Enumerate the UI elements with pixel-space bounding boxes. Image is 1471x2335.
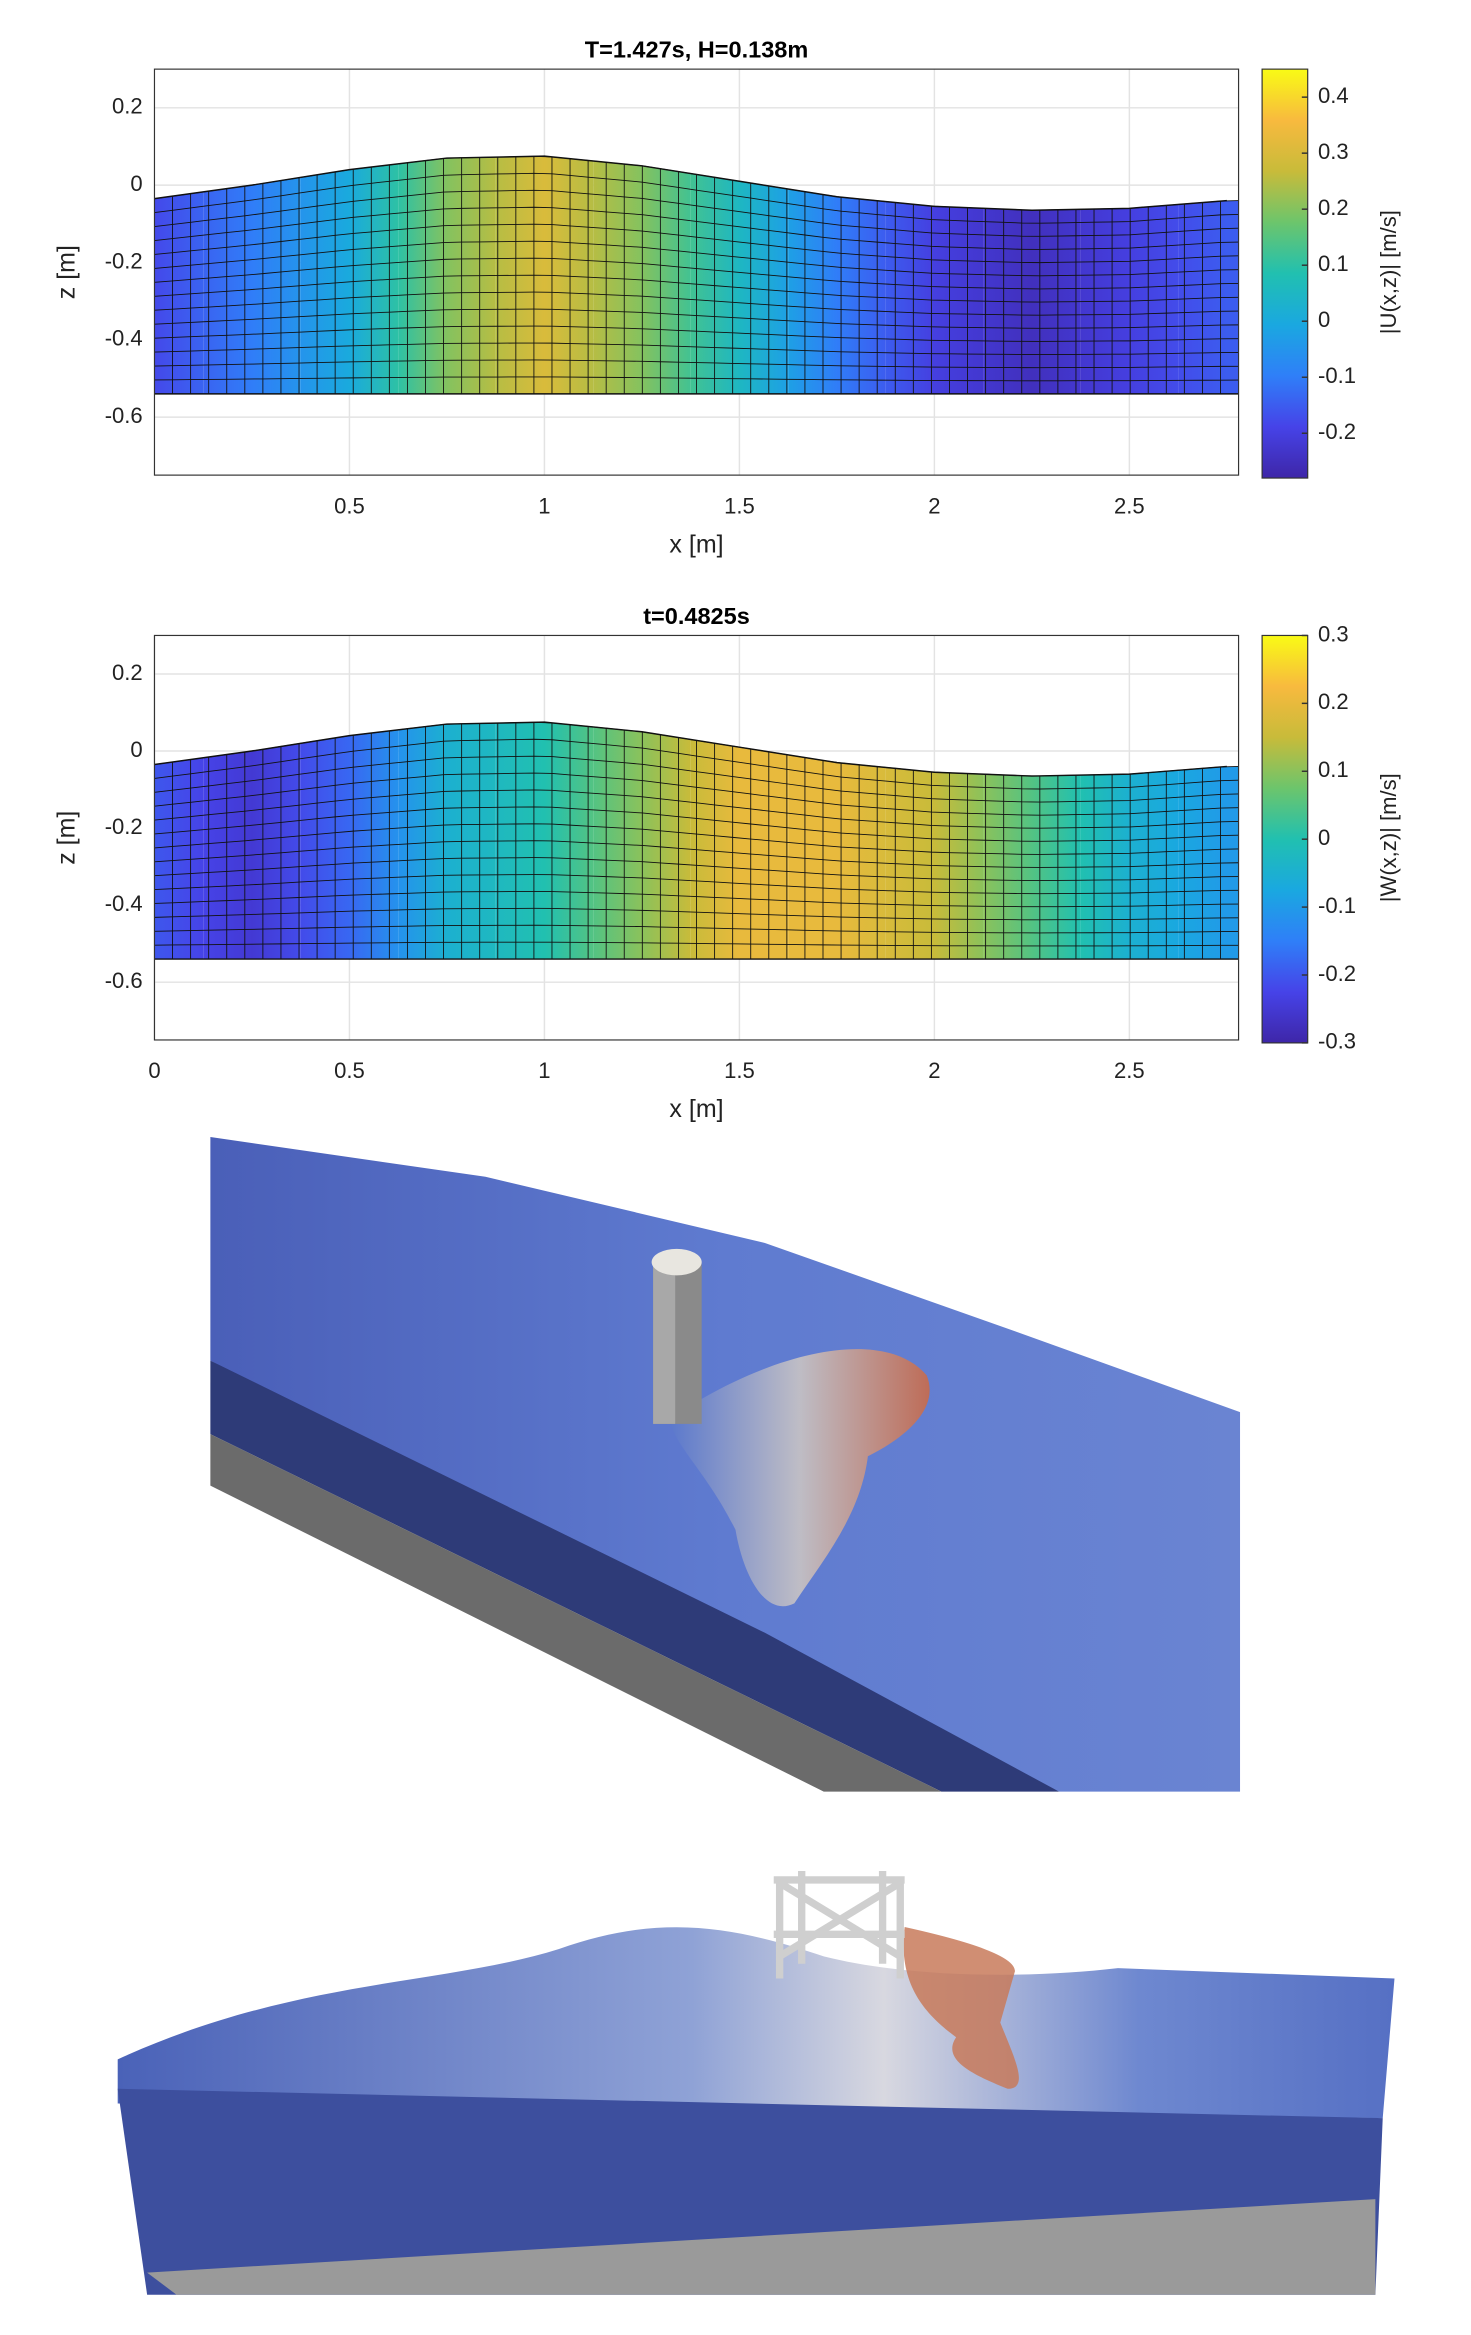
mesh-line (154, 257, 1239, 290)
field-column (398, 157, 496, 394)
colorbar-tick-label: -0.2 (1318, 961, 1356, 986)
colorbar-label: |U(x,z)| [m/s] (1376, 210, 1401, 334)
colorbar-tick-label: -0.3 (1318, 1029, 1356, 1054)
chart-title: T=1.427s, H=0.138m (585, 37, 809, 63)
field-column (788, 188, 886, 394)
colorbar-tick-label: -0.2 (1318, 419, 1356, 444)
mesh-line (154, 907, 1239, 921)
x-tick-label: 1 (538, 493, 550, 518)
mesh-line (154, 924, 1239, 934)
field-column (983, 774, 1081, 960)
mesh-line (154, 240, 1239, 277)
colorbar-tick-label: 0 (1318, 825, 1330, 850)
x-tick-label: 1.5 (724, 1058, 755, 1083)
chart-title: t=0.4825s (643, 603, 750, 629)
field-column (690, 739, 789, 960)
x-tick-label: 1 (538, 1058, 550, 1083)
free-surface (154, 155, 1227, 211)
y-tick-label: -0.2 (105, 248, 143, 273)
mesh-line (154, 738, 1239, 790)
mesh-line (154, 291, 1239, 316)
field-column (1178, 200, 1239, 394)
field-column (885, 767, 984, 960)
y-tick-label: -0.6 (105, 403, 143, 428)
field-column (1178, 766, 1239, 960)
mesh-line (154, 223, 1239, 264)
y-tick-label: -0.4 (105, 891, 143, 916)
mesh-line (154, 772, 1239, 816)
mesh-line (154, 308, 1239, 329)
y-tick-label: -0.2 (105, 814, 143, 839)
x-tick-label: 1.5 (724, 493, 755, 518)
x-tick-label: 2.5 (1114, 493, 1145, 518)
mesh-line (154, 823, 1239, 855)
x-tick-label: 2 (928, 493, 940, 518)
mesh-line (154, 840, 1239, 868)
x-tick-label: 2.5 (1114, 1058, 1145, 1083)
colorbar-tick-label: 0 (1318, 307, 1330, 332)
mesh-line (154, 359, 1239, 369)
field-column (1080, 204, 1179, 394)
field-column (300, 729, 399, 960)
free-surface (154, 721, 1227, 777)
mesh-line (154, 806, 1239, 842)
colorbar-tick-label: 0.2 (1318, 195, 1349, 220)
mesh-line (154, 342, 1239, 355)
mesh-line (154, 890, 1239, 908)
colorbar-tick-label: 0.4 (1318, 83, 1349, 108)
mesh-line (154, 206, 1239, 250)
colorbar-tick-label: 0.2 (1318, 689, 1349, 714)
mesh-line (154, 376, 1239, 382)
x-tick-label: 0.5 (334, 1058, 365, 1083)
y-tick-label: 0 (130, 171, 142, 196)
x-tick-label: 0.5 (334, 493, 365, 518)
mesh-line (154, 325, 1239, 342)
colorbar (1261, 68, 1309, 479)
colorbar (1261, 634, 1309, 1044)
mesh (154, 721, 1239, 960)
field-column (1080, 770, 1179, 960)
axes-box (153, 634, 1240, 1041)
field-column (398, 723, 496, 960)
mesh-line (154, 172, 1239, 224)
y-tick-label: -0.6 (105, 968, 143, 993)
field-column (885, 201, 984, 394)
field-column (690, 173, 789, 394)
render-jacket (117, 1871, 1395, 2295)
y-tick-label: 0 (130, 737, 142, 762)
field-column (983, 208, 1081, 394)
colorbar-tick-label: 0.3 (1318, 621, 1349, 646)
field-column (788, 754, 886, 960)
y-tick-label: 0.2 (112, 660, 143, 685)
colorbar-tick-label: 0.1 (1318, 251, 1349, 276)
colorbar-label: |W(x,z)| [m/s] (1376, 773, 1401, 902)
y-tick-label: -0.4 (105, 326, 143, 351)
y-axis-label: z [m] (52, 811, 80, 865)
chart: 0 0.5 1 1.5 2 2.5 0.2 0 -0.2 -0.4 -0.6 t=0.4825s x [… (52, 603, 1401, 1123)
y-tick-label: 0.2 (112, 94, 143, 119)
mesh-line (154, 789, 1239, 829)
mesh-line (154, 755, 1239, 803)
x-axis-label: x [m] (669, 1095, 723, 1123)
mesh-line (154, 857, 1239, 882)
field-column (203, 177, 301, 394)
x-axis-label: x [m] (669, 530, 723, 558)
colorbar-tick-label: 0.3 (1318, 139, 1349, 164)
render-cylinder (210, 1137, 1241, 1792)
mesh-line (154, 189, 1239, 237)
y-axis-label: z [m] (52, 245, 80, 299)
colorbar-tick-label: -0.1 (1318, 363, 1356, 388)
mesh-line (154, 874, 1239, 895)
x-tick-label: 2 (928, 1058, 940, 1083)
field-column (203, 743, 301, 960)
mesh-line (154, 274, 1239, 303)
x-tick-label: 0 (148, 1058, 160, 1083)
colorbar-tick-label: 0.1 (1318, 757, 1349, 782)
colorbar-tick-label: -0.1 (1318, 893, 1356, 918)
mesh-line (154, 941, 1239, 947)
axes-box (153, 68, 1240, 476)
field-column (300, 163, 399, 394)
chart: 0.5 1 1.5 2 2.5 0.2 0 -0.2 -0.4 -0.6 T=1.427s, H=0… (52, 37, 1401, 559)
